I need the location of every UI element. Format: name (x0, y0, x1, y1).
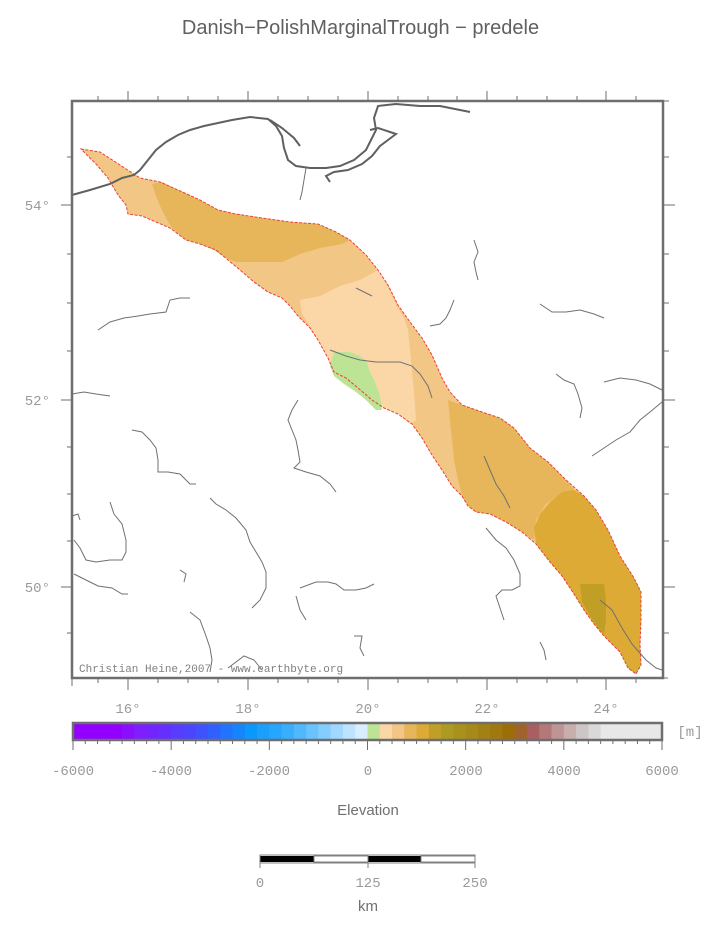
colorbar-ticks (72, 740, 663, 750)
colorbar-segment (134, 723, 148, 740)
colorbar-segment (441, 723, 454, 740)
colorbar-segment (171, 723, 184, 740)
colorbar-segment (269, 723, 283, 740)
colorbar-label-neg4000: -4000 (150, 764, 192, 780)
colorbar-segment (379, 723, 393, 740)
colorbar-segment (453, 723, 467, 740)
colorbar-segment (563, 723, 577, 740)
colorbar-segment (490, 723, 503, 740)
colorbar-segment (392, 723, 405, 740)
colorbar-segment (318, 723, 332, 740)
basin-region (79, 148, 642, 675)
colorbar-segment (183, 723, 197, 740)
lat-labels: 54° 52° 50° (25, 199, 50, 597)
colorbar-segment (502, 723, 516, 740)
credit-text: Christian Heine,2007 - www.earthbyte.org (79, 664, 343, 676)
colorbar-title: Elevation (337, 802, 399, 819)
colorbar-label-2000: 2000 (449, 764, 483, 780)
colorbar-segment (576, 723, 589, 740)
basin-zone-500-750 (81, 149, 641, 674)
scale-bar: 0 125 250 km (256, 854, 488, 915)
colorbar-segment (477, 723, 491, 740)
scale-label-0: 0 (256, 876, 264, 892)
colorbar-segment (122, 723, 135, 740)
basin-zone-1000-1250 (534, 490, 641, 674)
colorbar-segment (220, 723, 234, 740)
colorbar-segment (281, 723, 295, 740)
basin-zone-250-500 (300, 270, 416, 424)
lat-label-52: 52° (25, 394, 50, 410)
colorbar-segment (551, 723, 565, 740)
colorbar-label-0: 0 (364, 764, 372, 780)
colorbar-segment (306, 723, 319, 740)
colorbar-unit: [m] (677, 725, 702, 741)
basin-zone-1250-1500 (580, 584, 606, 634)
coastline (71, 102, 471, 196)
colorbar-segment (207, 723, 221, 740)
scale-label-250: 250 (462, 876, 487, 892)
scale-unit: km (358, 898, 378, 915)
colorbar-segment (195, 723, 209, 740)
lon-labels: 16° 18° 20° 22° 24° (115, 702, 618, 718)
colorbar-segment (527, 723, 540, 740)
lon-ticks (71, 91, 669, 690)
map-title: Danish−PolishMarginalTrough − predele (181, 17, 540, 39)
colorbar-segment (588, 723, 602, 740)
map-panel: Christian Heine,2007 - www.earthbyte.org (25, 91, 675, 718)
lat-ticks (61, 156, 675, 634)
basin-zone-750-1000-se (448, 400, 574, 540)
colorbar-segment (539, 723, 553, 740)
lat-label-50: 50° (25, 581, 50, 597)
colorbar-segment (404, 723, 418, 740)
colorbar-segment (232, 723, 246, 740)
rivers (71, 167, 663, 673)
lon-label-24: 24° (593, 702, 618, 718)
colorbar-segment (73, 723, 123, 740)
lon-label-16: 16° (115, 702, 140, 718)
colorbar-segment (293, 723, 307, 740)
basin-zone-750-1000-nw (152, 182, 350, 262)
colorbar-segment (465, 723, 479, 740)
colorbar-label-6000: 6000 (645, 764, 679, 780)
colorbar-segment (257, 723, 270, 740)
scale-label-125: 125 (355, 876, 380, 892)
colorbar-segment (416, 723, 430, 740)
colorbar-segment (514, 723, 528, 740)
colorbar-segment (600, 723, 663, 740)
colorbar-segment (342, 723, 356, 740)
colorbar-segment (367, 723, 381, 740)
colorbar-segment (330, 723, 344, 740)
colorbar-label-neg6000: -6000 (52, 764, 94, 780)
basin-outline (79, 148, 642, 675)
colorbar-segments (73, 723, 663, 740)
lon-label-22: 22° (474, 702, 499, 718)
colorbar-segment (158, 723, 172, 740)
lat-label-54: 54° (25, 199, 50, 215)
lon-label-18: 18° (235, 702, 260, 718)
basin-zone-0-250 (330, 352, 382, 410)
colorbar-segment (146, 723, 160, 740)
elevation-colorbar: [m] -6000 -4000 -2000 0 2000 4000 6000 E… (52, 721, 703, 819)
colorbar-label-4000: 4000 (547, 764, 581, 780)
colorbar-label-neg2000: -2000 (248, 764, 290, 780)
colorbar-segment (355, 723, 368, 740)
colorbar-segment (244, 723, 258, 740)
colorbar-segment (428, 723, 442, 740)
lon-label-20: 20° (355, 702, 380, 718)
